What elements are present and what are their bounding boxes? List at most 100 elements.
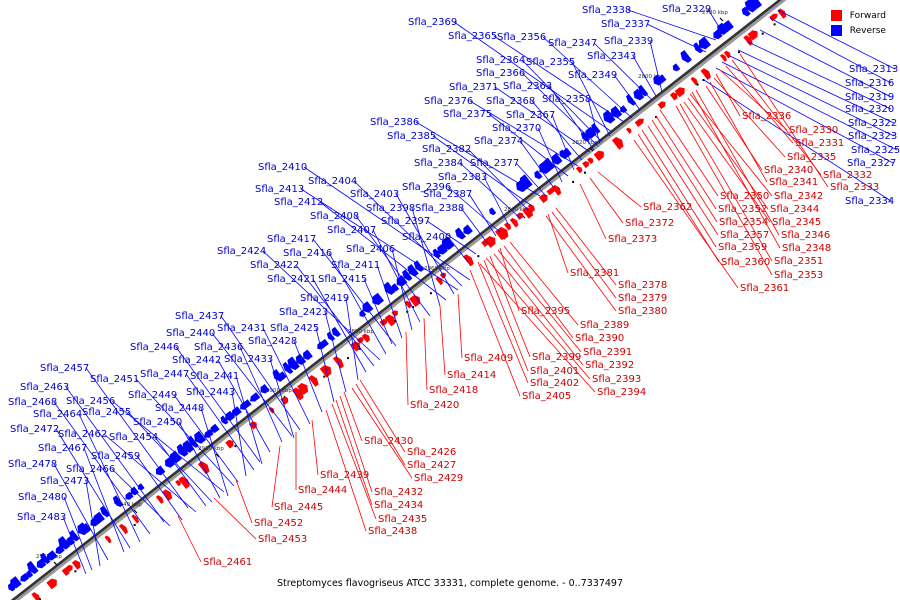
- leader-line: [646, 23, 707, 53]
- leader-line: [355, 215, 431, 317]
- reverse-gene: [653, 74, 664, 86]
- leader-line: [713, 77, 786, 158]
- reverse-gene-label: Sfla_2382: [422, 144, 471, 155]
- forward-gene-label: Sfla_2359: [718, 242, 767, 253]
- leader-line: [78, 413, 141, 543]
- reverse-gene-label: Sfla_2386: [370, 117, 419, 128]
- leader-line: [235, 375, 263, 465]
- reverse-gene-label: Sfla_2313: [849, 64, 898, 75]
- forward-gene: [175, 480, 181, 487]
- reverse-gene: [372, 292, 384, 306]
- forward-gene: [527, 204, 535, 212]
- genome-caption: Streptomyces flavogriseus ATCC 33331, co…: [276, 578, 623, 589]
- forward-gene-label: Sfla_2429: [414, 473, 463, 484]
- reverse-gene-label: Sfla_2451: [90, 374, 139, 385]
- leader-line: [497, 249, 582, 353]
- forward-gene-label: Sfla_2391: [583, 347, 632, 358]
- leader-line: [647, 125, 719, 236]
- reverse-gene: [321, 338, 329, 347]
- reverse-gene-label: Sfla_2422: [250, 260, 299, 271]
- reverse-gene: [279, 371, 287, 380]
- forward-gene: [361, 333, 370, 343]
- leader-line: [405, 331, 409, 406]
- leader-line: [509, 241, 579, 326]
- forward-gene: [496, 226, 509, 240]
- reverse-gene: [82, 522, 92, 533]
- small-feature: [38, 598, 41, 600]
- leader-line: [457, 293, 463, 359]
- reverse-gene: [717, 22, 729, 35]
- leader-line: [177, 515, 202, 563]
- backbone: [10, 0, 782, 600]
- reverse-gene-label: Sfla_2442: [172, 355, 221, 366]
- leader-line: [262, 250, 381, 361]
- forward-gene-label: Sfla_2453: [258, 534, 307, 545]
- leader-line: [217, 359, 271, 453]
- reverse-gene: [36, 558, 47, 569]
- forward-gene-label: Sfla_2420: [410, 400, 459, 411]
- forward-gene-label: Sfla_2405: [522, 391, 571, 402]
- forward-gene: [104, 535, 112, 544]
- leader-line: [173, 394, 239, 483]
- forward-gene: [720, 53, 727, 62]
- reverse-gene: [272, 369, 284, 382]
- leader-line: [53, 401, 151, 535]
- reverse-gene-label: Sfla_2355: [526, 57, 575, 68]
- reverse-gene: [303, 349, 313, 360]
- tick-mark: [215, 453, 220, 458]
- forward-gene-label: Sfla_2394: [597, 387, 646, 398]
- reverse-gene: [437, 243, 448, 255]
- leader-line: [469, 269, 521, 397]
- reverse-gene: [713, 29, 723, 40]
- leader-line: [493, 253, 584, 366]
- reverse-gene-label: Sfla_2343: [587, 51, 636, 62]
- leader-line: [651, 119, 718, 223]
- leader-line: [777, 9, 896, 70]
- forward-gene-label: Sfla_2372: [625, 218, 674, 229]
- reverse-gene: [441, 236, 455, 250]
- leader-line: [637, 133, 720, 263]
- leader-line: [136, 455, 183, 521]
- reverse-gene: [455, 227, 466, 240]
- reverse-gene: [331, 326, 341, 338]
- tick-label: 2800 kbp: [638, 74, 664, 80]
- reverse-gene-label: Sfla_2416: [283, 248, 332, 259]
- forward-gene-label: Sfla_2427: [407, 460, 456, 471]
- forward-gene: [494, 229, 505, 241]
- forward-gene: [379, 318, 388, 327]
- forward-gene: [690, 76, 698, 86]
- reverse-gene: [282, 361, 294, 375]
- leader-line: [719, 69, 788, 131]
- forward-gene-label: Sfla_2435: [378, 514, 427, 525]
- leader-line: [548, 85, 595, 151]
- leader-line: [691, 91, 781, 249]
- leader-line: [499, 247, 520, 312]
- reverse-gene-label: Sfla_2443: [186, 387, 235, 398]
- reverse-gene-label: Sfla_2421: [267, 274, 316, 285]
- reverse-gene-label: Sfla_2367: [506, 110, 555, 121]
- forward-gene-label: Sfla_2380: [618, 306, 667, 317]
- reverse-gene: [489, 207, 497, 216]
- reverse-gene-label: Sfla_2323: [848, 131, 897, 142]
- forward-gene-label: Sfla_2335: [787, 152, 836, 163]
- leader-line: [262, 327, 311, 425]
- reverse-gene-label: Sfla_2319: [845, 92, 894, 103]
- leader-line: [62, 516, 87, 575]
- leader-line: [376, 264, 403, 339]
- leader-line: [521, 59, 603, 143]
- reverse-gene-label: Sfla_2396: [402, 182, 451, 193]
- leader-line: [303, 166, 471, 281]
- leader-line: [235, 479, 253, 524]
- reverse-gene: [391, 283, 400, 292]
- forward-gene: [225, 439, 234, 449]
- reverse-gene: [125, 491, 134, 500]
- legend-forward-label: Forward: [849, 10, 886, 21]
- small-feature: [323, 375, 326, 378]
- reverse-gene-label: Sfla_2408: [310, 211, 359, 222]
- leader-line: [709, 81, 768, 183]
- forward-gene: [769, 13, 778, 22]
- forward-gene: [575, 166, 583, 174]
- reverse-gene: [383, 281, 396, 295]
- leader-line: [447, 236, 469, 263]
- reverse-gene: [672, 63, 681, 72]
